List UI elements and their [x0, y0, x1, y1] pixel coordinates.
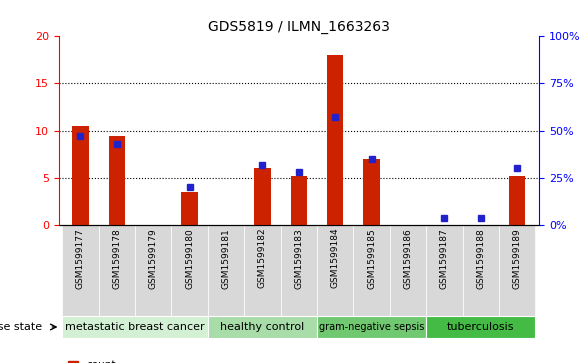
Bar: [327, 55, 343, 225]
Text: healthy control: healthy control: [220, 322, 305, 332]
Bar: [62, 225, 98, 323]
Bar: [426, 316, 536, 338]
Bar: [135, 225, 172, 323]
Bar: [244, 225, 281, 323]
Bar: [509, 176, 526, 225]
Bar: [317, 316, 426, 338]
Bar: [390, 225, 426, 323]
Bar: [108, 136, 125, 225]
Bar: [317, 225, 353, 323]
Bar: [98, 225, 135, 323]
Bar: [426, 225, 463, 323]
Bar: [72, 126, 88, 225]
Title: GDS5819 / ILMN_1663263: GDS5819 / ILMN_1663263: [208, 20, 390, 34]
Bar: [172, 225, 208, 323]
Bar: [62, 316, 208, 338]
Bar: [499, 225, 536, 323]
Bar: [208, 225, 244, 323]
Text: metastatic breast cancer: metastatic breast cancer: [65, 322, 205, 332]
Bar: [208, 316, 317, 338]
Text: disease state: disease state: [0, 322, 42, 332]
Bar: [254, 168, 271, 225]
Bar: [353, 225, 390, 323]
Bar: [463, 225, 499, 323]
Text: gram-negative sepsis: gram-negative sepsis: [319, 322, 424, 332]
Bar: [363, 159, 380, 225]
Bar: [182, 192, 198, 225]
Legend: count, percentile rank within the sample: count, percentile rank within the sample: [64, 356, 267, 363]
Bar: [281, 225, 317, 323]
Bar: [291, 176, 307, 225]
Text: tuberculosis: tuberculosis: [447, 322, 515, 332]
